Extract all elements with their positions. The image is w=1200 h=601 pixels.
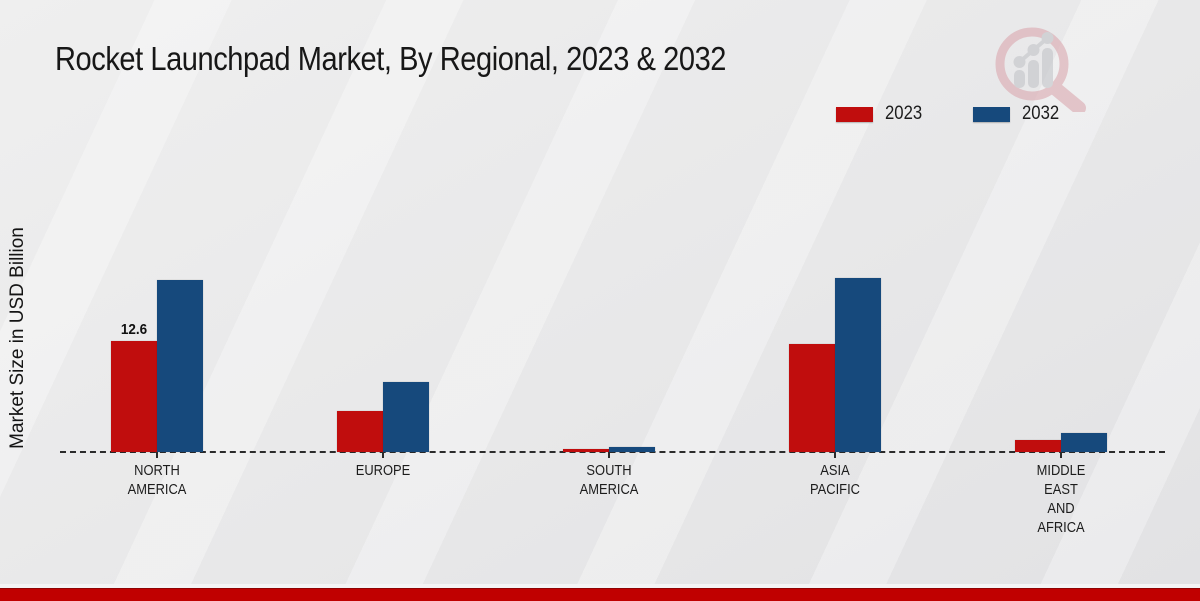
bar-2023-europe [337, 411, 383, 452]
x-axis-category-label-middle-east-and-africa: MIDDLE EAST AND AFRICA [1036, 462, 1086, 536]
bar-2023-north-america [111, 341, 157, 452]
legend-swatch-2023 [836, 106, 873, 122]
bar-2023-asia-pacific [789, 344, 835, 452]
footer-highlight-strip [0, 584, 1200, 588]
chart-title: Rocket Launchpad Market, By Regional, 20… [55, 40, 727, 77]
x-axis-tick [156, 452, 158, 458]
bar-2032-middle-east-and-africa [1061, 433, 1107, 452]
bar-2032-asia-pacific [835, 278, 881, 452]
legend-item-2023: 2023 [836, 103, 927, 125]
bar-2032-north-america [157, 280, 203, 452]
bar-2023-middle-east-and-africa [1015, 440, 1061, 452]
x-axis-category-label-asia-pacific: ASIA PACIFIC [810, 462, 860, 498]
x-axis-tick [834, 452, 836, 458]
data-label-2023-north-america: 12.6 [120, 321, 148, 338]
x-axis-baseline [60, 451, 1165, 453]
x-axis-tick [608, 452, 610, 458]
legend-swatch-2032 [973, 106, 1011, 122]
y-axis-label: Market Size in USD Billion [7, 227, 28, 449]
x-axis-category-label-south-america: SOUTH AMERICA [579, 462, 639, 498]
legend-item-2032: 2032 [973, 103, 1064, 125]
x-axis-tick [1060, 452, 1062, 458]
footer-red-band [0, 588, 1200, 601]
legend: 2023 2032 [836, 103, 1065, 125]
x-axis-category-label-europe: EUROPE [355, 462, 411, 479]
bar-2032-europe [383, 382, 429, 452]
legend-label-2032: 2032 [1022, 103, 1060, 124]
bar-2032-south-america [609, 447, 655, 452]
x-axis-tick [382, 452, 384, 458]
magnifying-glass-bar-chart-logo-icon [995, 27, 1086, 112]
x-axis-category-label-north-america: NORTH AMERICA [127, 462, 187, 498]
bar-2023-south-america [563, 449, 609, 452]
legend-label-2023: 2023 [885, 103, 923, 124]
